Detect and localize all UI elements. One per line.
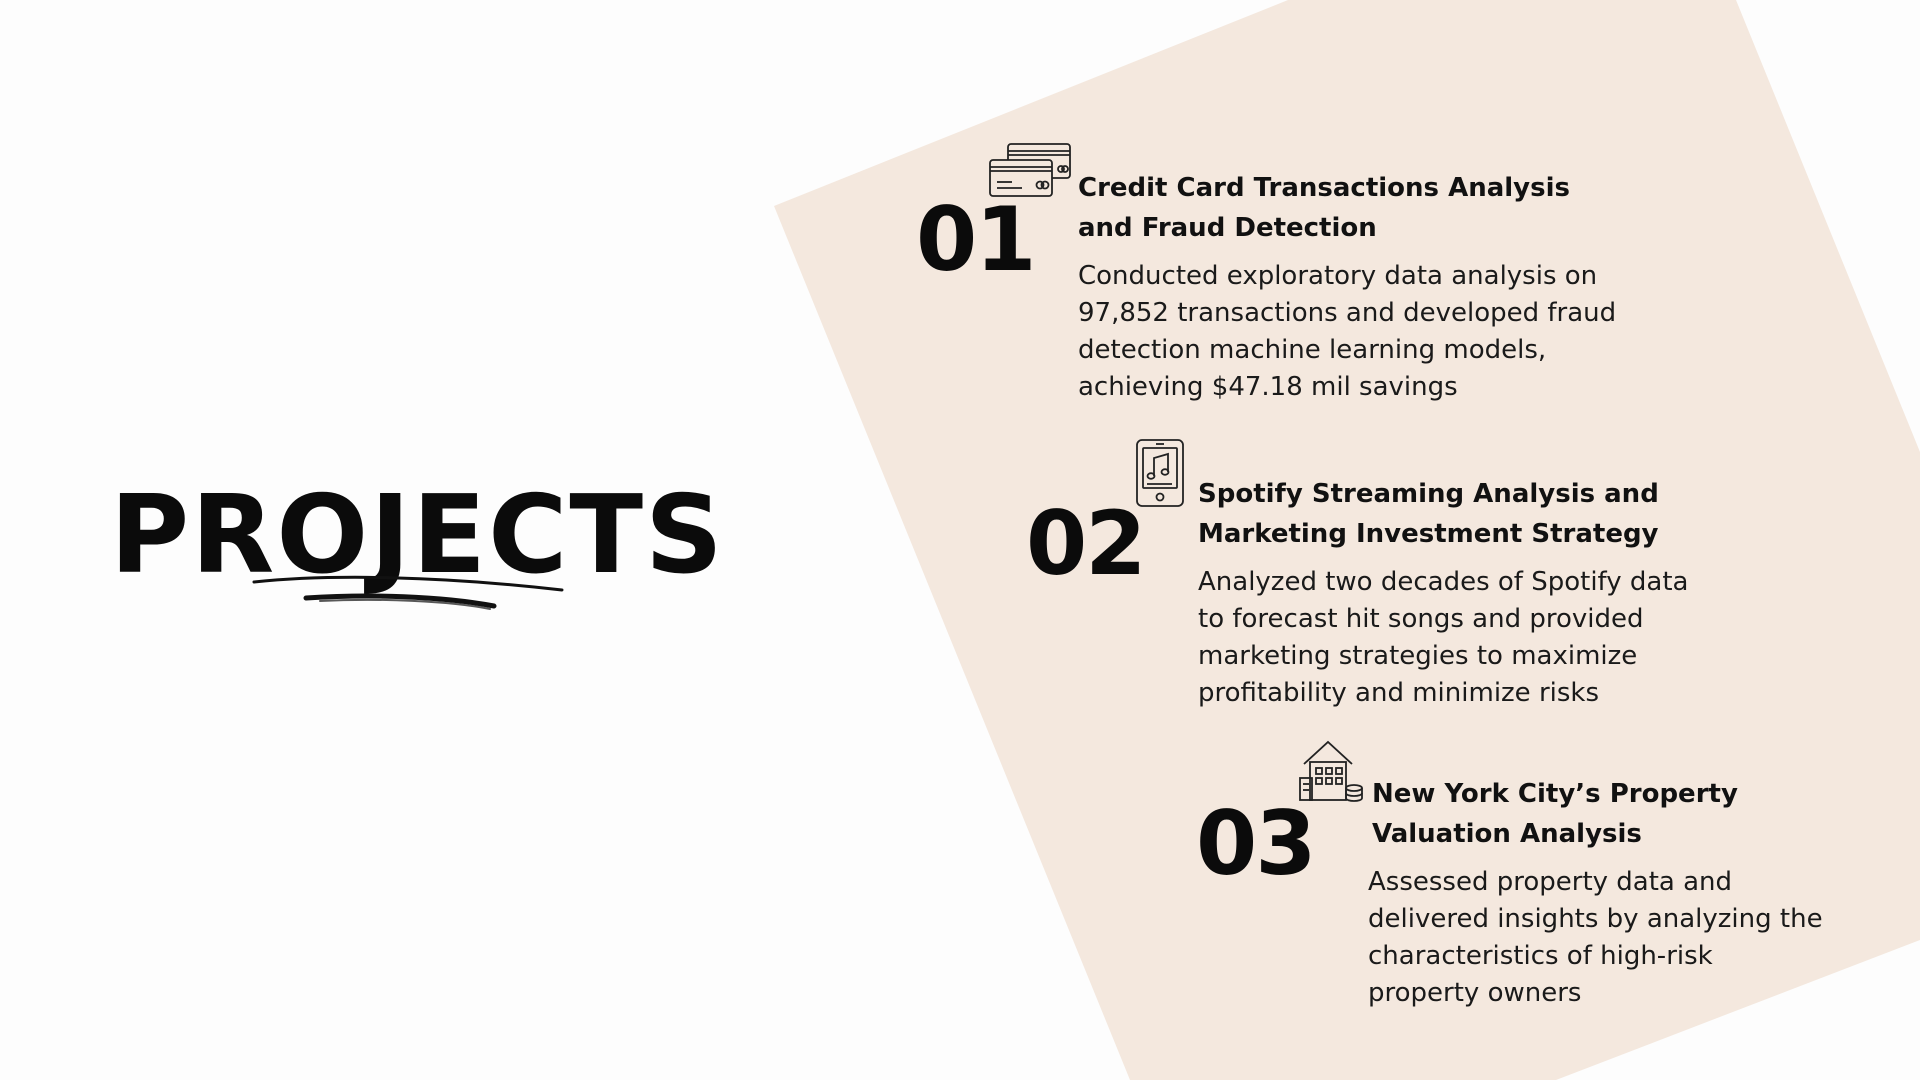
property-building-icon (1299, 740, 1363, 802)
project-description: Analyzed two decades of Spotify data to … (1198, 564, 1688, 712)
page-title: PROJECTS (110, 473, 725, 598)
project-title: Spotify Streaming Analysis and Marketing… (1198, 474, 1659, 554)
project-description-line: profitability and minimize risks (1198, 678, 1600, 708)
project-title-line: Marketing Investment Strategy (1198, 519, 1659, 549)
project-title-line: Valuation Analysis (1372, 819, 1642, 849)
project-title-line: Credit Card Transactions Analysis (1078, 173, 1570, 203)
project-description-line: achieving $47.18 mil savings (1078, 372, 1458, 402)
project-description-line: to forecast hit songs and provided (1198, 604, 1644, 634)
project-description-line: property owners (1368, 978, 1582, 1008)
project-description-line: 97,852 transactions and developed fraud (1078, 298, 1617, 328)
project-description-line: characteristics of high-risk (1368, 941, 1713, 971)
brush-stroke-decoration (252, 575, 564, 610)
project-description-line: Conducted exploratory data analysis on (1078, 261, 1598, 291)
project-description: Conducted exploratory data analysis on 9… (1078, 258, 1616, 406)
project-title-line: New York City’s Property (1372, 779, 1738, 809)
project-title: New York City’s Property Valuation Analy… (1372, 774, 1738, 854)
project-title-line: Spotify Streaming Analysis and (1198, 479, 1659, 509)
project-description-line: Assessed property data and (1368, 867, 1733, 897)
project-number: 01 (916, 188, 1036, 291)
project-number: 02 (1026, 492, 1146, 595)
project-title-line: and Fraud Detection (1078, 213, 1377, 243)
project-description-line: delivered insights by analyzing the (1368, 904, 1823, 934)
project-description-line: marketing strategies to maximize (1198, 641, 1638, 671)
project-description: Assessed property data and delivered ins… (1368, 864, 1823, 1012)
credit-cards-icon (989, 143, 1071, 197)
project-description-line: detection machine learning models, (1078, 335, 1547, 365)
project-number: 03 (1196, 792, 1316, 895)
project-description-line: Analyzed two decades of Spotify data (1198, 567, 1689, 597)
project-title: Credit Card Transactions Analysis and Fr… (1078, 168, 1570, 248)
music-tablet-icon (1136, 439, 1184, 507)
